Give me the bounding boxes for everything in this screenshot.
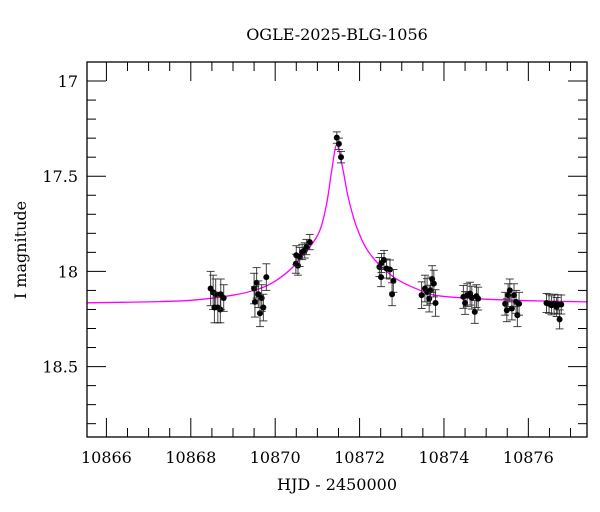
data-marker bbox=[220, 295, 227, 302]
y-tick-label: 18.5 bbox=[42, 358, 78, 377]
data-marker bbox=[333, 134, 340, 141]
data-points-layer bbox=[206, 131, 566, 330]
data-marker bbox=[511, 292, 518, 299]
y-tick-label: 18 bbox=[58, 262, 78, 281]
data-marker bbox=[263, 274, 270, 281]
data-marker bbox=[430, 280, 437, 287]
data-point bbox=[302, 238, 311, 256]
data-point bbox=[389, 268, 398, 293]
data-point bbox=[262, 263, 271, 291]
data-marker bbox=[381, 256, 388, 263]
data-point bbox=[305, 233, 314, 251]
data-marker bbox=[260, 304, 267, 311]
data-marker bbox=[468, 294, 475, 301]
data-marker bbox=[475, 295, 482, 302]
data-marker bbox=[306, 239, 313, 246]
x-tick-label: 10874 bbox=[419, 448, 470, 467]
y-axis-label: I magnitude bbox=[11, 201, 30, 299]
x-axis-label: HJD - 2450000 bbox=[277, 475, 397, 494]
data-point bbox=[467, 285, 476, 310]
data-marker bbox=[432, 299, 439, 306]
data-point bbox=[259, 293, 268, 322]
data-marker bbox=[516, 300, 523, 307]
tick-labels: 10866 10868 10870 10872 10874 10876 17 17.5 18 18… bbox=[42, 72, 553, 467]
data-point bbox=[515, 291, 524, 316]
data-point bbox=[502, 298, 511, 323]
data-point bbox=[219, 284, 228, 312]
data-marker bbox=[462, 299, 469, 306]
data-point bbox=[505, 278, 514, 303]
data-point bbox=[429, 269, 438, 298]
data-point bbox=[417, 281, 426, 310]
data-marker bbox=[338, 154, 345, 161]
data-point bbox=[334, 137, 343, 151]
data-point bbox=[431, 289, 440, 317]
data-marker bbox=[418, 292, 425, 299]
y-tick-label: 17 bbox=[58, 72, 78, 91]
y-tick-label: 17.5 bbox=[42, 167, 78, 186]
axis-ticks bbox=[87, 61, 587, 437]
x-tick-label: 10876 bbox=[503, 448, 554, 467]
x-tick-label: 10872 bbox=[334, 448, 385, 467]
x-tick-label: 10868 bbox=[165, 448, 216, 467]
x-tick-label: 10866 bbox=[81, 448, 132, 467]
data-point bbox=[474, 286, 483, 311]
data-marker bbox=[556, 316, 563, 323]
chart-title: OGLE-2025-BLG-1056 bbox=[246, 25, 428, 44]
data-point bbox=[388, 282, 397, 307]
x-tick-label: 10870 bbox=[250, 448, 301, 467]
data-marker bbox=[503, 307, 510, 314]
data-point bbox=[337, 150, 346, 164]
data-marker bbox=[303, 244, 310, 251]
data-marker bbox=[558, 301, 565, 308]
plot-frame bbox=[86, 61, 588, 438]
data-point bbox=[377, 267, 386, 288]
data-marker bbox=[506, 287, 513, 294]
data-marker bbox=[335, 140, 342, 147]
data-point bbox=[557, 294, 566, 315]
data-point bbox=[555, 309, 564, 330]
data-marker bbox=[389, 291, 396, 298]
data-marker bbox=[378, 274, 385, 281]
